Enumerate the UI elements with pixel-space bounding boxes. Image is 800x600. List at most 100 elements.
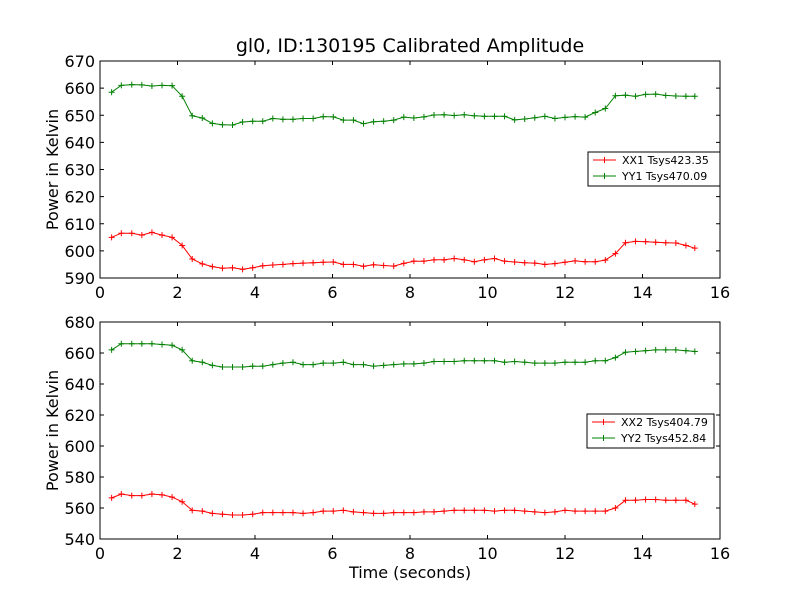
data-point: [592, 109, 599, 116]
data-point: [229, 511, 236, 518]
data-point: [380, 118, 387, 125]
data-point: [239, 511, 246, 518]
data-point: [189, 507, 196, 514]
data-point: [410, 258, 417, 265]
data-point: [592, 258, 599, 265]
data-point: [199, 114, 206, 121]
data-point: [420, 508, 427, 515]
data-point: [481, 357, 488, 364]
data-point: [400, 509, 407, 516]
data-point: [602, 105, 609, 112]
x-tick-label: 14: [632, 283, 652, 302]
legend: XX2 Tsys404.79 YY2 Tsys452.84: [586, 413, 715, 449]
y-tick-label: 560: [64, 499, 95, 518]
data-point: [471, 507, 478, 514]
data-point: [320, 360, 327, 367]
data-point: [320, 259, 327, 266]
data-point: [582, 508, 589, 515]
data-point: [229, 363, 236, 370]
data-point: [269, 361, 276, 368]
data-point: [451, 255, 458, 262]
data-point: [159, 491, 165, 498]
data-point: [259, 509, 266, 516]
data-point: [662, 497, 669, 504]
data-point: [682, 242, 689, 249]
x-tick-label: 2: [172, 544, 182, 563]
data-point: [239, 119, 246, 126]
y-tick-label: 600: [64, 437, 95, 456]
data-point: [189, 357, 196, 364]
data-point: [471, 112, 478, 119]
data-point: [159, 232, 165, 239]
data-point: [199, 508, 206, 515]
data-point: [169, 342, 176, 349]
data-point: [199, 260, 206, 267]
data-point: [310, 115, 317, 122]
data-point: [229, 264, 236, 271]
data-point: [501, 113, 508, 120]
data-point: [622, 497, 629, 504]
data-point: [169, 234, 176, 241]
data-point: [612, 505, 619, 511]
data-point: [622, 239, 629, 246]
data-point: [138, 81, 145, 88]
data-point: [582, 359, 589, 366]
legend-label: XX2 Tsys404.79: [621, 416, 708, 429]
data-point: [390, 361, 397, 368]
series-line-yy1: [111, 84, 695, 126]
data-point: [501, 258, 508, 265]
data-point: [511, 258, 518, 265]
data-point: [128, 230, 135, 237]
data-point: [491, 113, 498, 120]
data-point: [330, 258, 337, 265]
data-point: [521, 116, 528, 123]
data-point: [209, 263, 216, 270]
x-tick-label: 6: [327, 283, 337, 302]
x-tick-label: 8: [405, 283, 415, 302]
data-point: [501, 359, 508, 366]
data-point: [148, 229, 155, 236]
data-point: [360, 509, 367, 516]
data-point: [310, 259, 317, 266]
data-point: [592, 357, 599, 364]
data-point: [320, 113, 327, 120]
y-tick-label: 600: [64, 242, 95, 261]
data-point: [691, 501, 698, 508]
data-point: [511, 507, 518, 514]
data-point: [521, 359, 528, 366]
data-point: [279, 360, 286, 367]
data-point: [370, 261, 377, 268]
data-point: [481, 113, 488, 120]
x-axis-label: Time (seconds): [348, 563, 471, 582]
data-point: [400, 260, 407, 267]
data-point: [390, 263, 397, 270]
data-point: [108, 89, 115, 96]
data-point: [269, 261, 276, 268]
data-point: [138, 492, 145, 499]
data-point: [562, 359, 568, 366]
data-point: [481, 507, 488, 514]
data-point: [441, 111, 448, 118]
data-point: [259, 118, 266, 125]
data-point: [582, 258, 589, 265]
data-point: [562, 114, 568, 121]
data-point: [239, 363, 246, 370]
data-point: [380, 510, 387, 517]
data-point: [420, 258, 427, 265]
data-point: [682, 497, 689, 504]
data-point: [310, 361, 317, 368]
data-point: [431, 358, 438, 365]
data-point: [691, 348, 698, 355]
data-point: [451, 507, 458, 514]
plot-top: 0 2 4 6 8 10 12 14 16 590 600 610 620 630 640 650 660 670…: [43, 52, 730, 302]
data-point: [632, 497, 639, 504]
y-tick-label: 620: [64, 406, 95, 425]
data-point: [572, 508, 579, 515]
figure-title: gl0, ID:130195 Calibrated Amplitude: [236, 35, 584, 57]
y-tick-label: 640: [64, 375, 95, 394]
data-point: [431, 111, 438, 118]
data-point: [672, 240, 679, 247]
data-point: [682, 347, 689, 354]
x-tick-label: 0: [95, 544, 105, 563]
data-point: [612, 250, 619, 257]
